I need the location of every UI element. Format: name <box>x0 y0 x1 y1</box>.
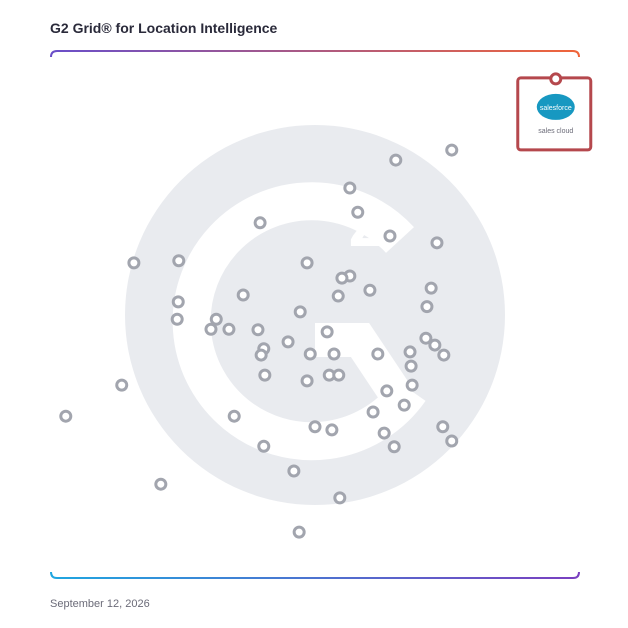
point <box>281 335 295 349</box>
point <box>251 323 265 337</box>
point <box>380 384 394 398</box>
point <box>371 347 385 361</box>
point <box>366 405 380 419</box>
point <box>437 348 451 362</box>
point <box>351 205 365 219</box>
point <box>397 398 411 412</box>
point <box>419 331 433 345</box>
point <box>445 143 459 157</box>
date: September 12, 2026 <box>50 598 150 610</box>
point <box>383 229 397 243</box>
point <box>127 256 141 270</box>
point <box>154 477 168 491</box>
point <box>436 420 450 434</box>
point <box>236 288 250 302</box>
point <box>403 345 417 359</box>
point <box>333 491 347 505</box>
point <box>254 348 268 362</box>
point <box>170 312 184 326</box>
point <box>389 153 403 167</box>
point <box>424 281 438 295</box>
point <box>428 338 442 352</box>
point <box>115 378 129 392</box>
point <box>325 423 339 437</box>
point <box>327 347 341 361</box>
point <box>227 409 241 423</box>
point <box>343 181 357 195</box>
point <box>405 378 419 392</box>
point <box>377 426 391 440</box>
point <box>331 289 345 303</box>
point <box>332 368 346 382</box>
point <box>293 305 307 319</box>
chart-title: G2 Grid® for Location Intelligence <box>50 20 278 36</box>
point <box>258 368 272 382</box>
point <box>404 359 418 373</box>
point <box>257 439 271 453</box>
point <box>204 322 218 336</box>
point <box>430 236 444 250</box>
point <box>445 434 459 448</box>
points: salesforce sales cloud <box>59 72 593 539</box>
point <box>172 254 186 268</box>
highlight-point <box>549 72 563 86</box>
point <box>363 283 377 297</box>
svg-text:2: 2 <box>349 183 388 261</box>
point <box>335 271 349 285</box>
point <box>300 374 314 388</box>
point <box>171 295 185 309</box>
point <box>308 420 322 434</box>
point <box>253 216 267 230</box>
point <box>420 300 434 314</box>
point <box>287 464 301 478</box>
highlight-sublabel: sales cloud <box>538 128 573 135</box>
point <box>387 440 401 454</box>
point <box>222 322 236 336</box>
quadrant-frame <box>50 50 580 579</box>
logo-cloud <box>536 93 575 120</box>
point <box>300 256 314 270</box>
point <box>292 525 306 539</box>
point <box>59 409 73 423</box>
point <box>303 347 317 361</box>
point <box>209 312 223 326</box>
point <box>320 325 334 339</box>
highlight-label: salesforce <box>540 105 572 112</box>
